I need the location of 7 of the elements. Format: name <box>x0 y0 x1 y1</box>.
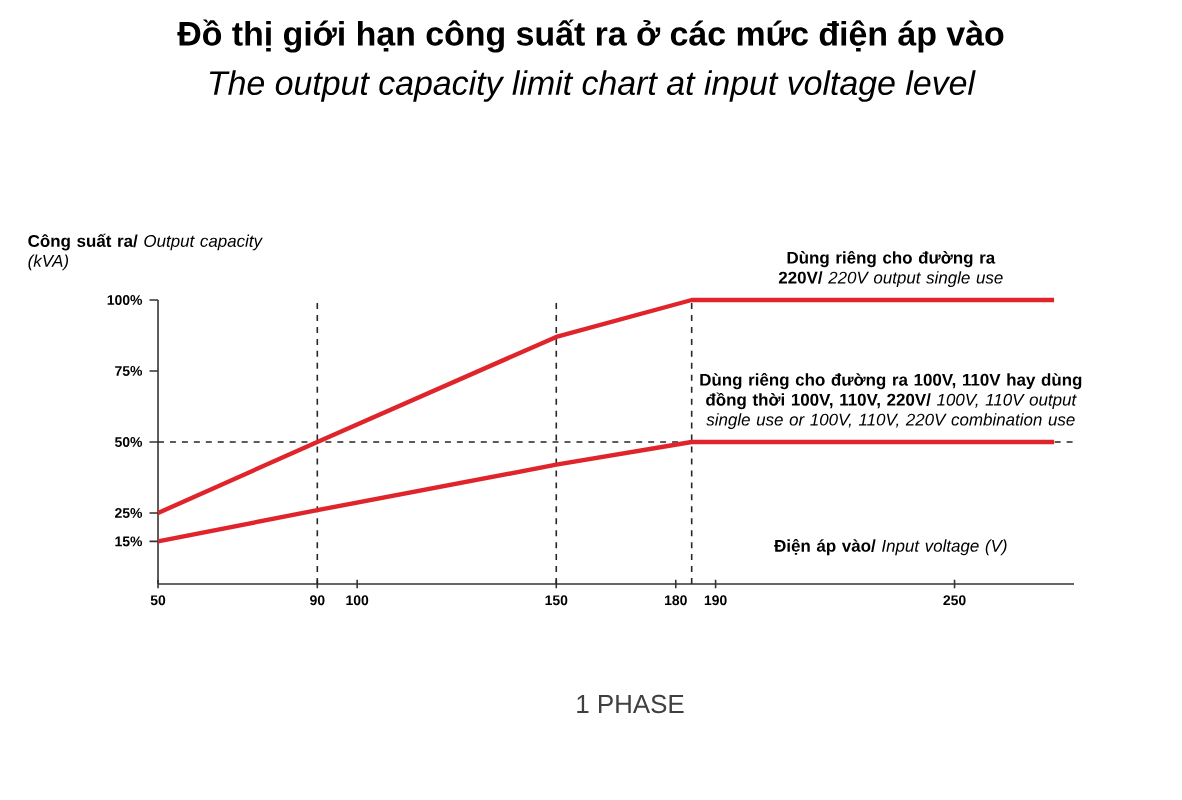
text: Công suất ra/ Output capacity (kVA) <box>28 233 263 271</box>
text: 1 PHASE <box>577 694 684 714</box>
chart-subtitle: The output capacity limit chart at input voltage level <box>209 70 976 102</box>
chart-title: Đồ thị giới hạn công suất ra ở các mức điện áp vào <box>177 19 1004 53</box>
x-axis-title: Điện áp vào/ Input voltage (V) <box>774 538 1007 556</box>
series-label: Dùng riêng cho đường ra 100V, 110V hay dùng đồng thời 100V, 110V, 220V/ 100V, 110V output single use or 100V, 110V, 220V combination use <box>700 372 1082 429</box>
series-label: Dùng riêng cho đường ra 220V/ 220V output single use <box>778 250 1003 287</box>
